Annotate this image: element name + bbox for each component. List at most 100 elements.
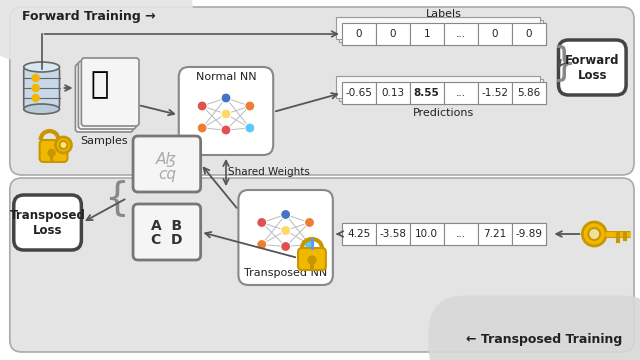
Text: 5.86: 5.86 [517,88,540,98]
Circle shape [197,123,207,133]
Text: 0: 0 [356,29,362,39]
FancyBboxPatch shape [50,155,53,162]
FancyBboxPatch shape [342,23,545,45]
Text: 7.21: 7.21 [483,229,506,239]
Circle shape [32,75,39,81]
Text: -3.58: -3.58 [380,229,406,239]
Circle shape [221,125,231,135]
FancyBboxPatch shape [40,140,67,162]
Circle shape [197,101,207,111]
Text: Predictions: Predictions [413,108,474,118]
FancyBboxPatch shape [10,178,634,352]
Circle shape [308,256,316,264]
Text: ...: ... [456,88,466,98]
FancyBboxPatch shape [444,223,477,245]
Circle shape [32,94,39,102]
Circle shape [221,93,231,103]
FancyBboxPatch shape [339,79,543,101]
Text: Forward Training →: Forward Training → [22,10,156,23]
Text: Transposed
Loss: Transposed Loss [10,208,86,237]
Circle shape [60,141,67,149]
Text: -0.65: -0.65 [346,88,372,98]
FancyBboxPatch shape [342,223,545,245]
FancyBboxPatch shape [78,61,136,129]
Ellipse shape [24,62,60,72]
FancyBboxPatch shape [336,76,540,98]
Circle shape [48,149,55,157]
Text: Labels: Labels [426,9,461,19]
FancyBboxPatch shape [410,23,444,45]
Circle shape [221,109,231,119]
FancyBboxPatch shape [477,23,511,45]
Text: Aɮ: Aɮ [156,152,177,166]
Circle shape [305,217,314,228]
Text: 0: 0 [492,29,498,39]
Text: Shared Weights: Shared Weights [228,166,310,176]
FancyBboxPatch shape [239,190,333,285]
Circle shape [257,239,267,249]
FancyBboxPatch shape [133,204,201,260]
Circle shape [32,85,39,91]
FancyBboxPatch shape [477,223,511,245]
FancyBboxPatch shape [511,23,545,45]
Circle shape [582,222,606,246]
Text: 1: 1 [424,29,430,39]
FancyBboxPatch shape [376,223,410,245]
FancyBboxPatch shape [376,82,410,104]
Text: Normal NN: Normal NN [196,72,256,82]
FancyBboxPatch shape [342,223,376,245]
FancyBboxPatch shape [376,23,410,45]
Text: C  D: C D [151,233,182,247]
Text: cq: cq [158,166,176,181]
Text: ...: ... [456,29,466,39]
Text: 10.0: 10.0 [415,229,438,239]
Circle shape [257,217,267,228]
Circle shape [588,228,600,240]
Text: Transposed NN: Transposed NN [244,268,327,278]
Text: }: } [552,45,576,82]
Text: 0.13: 0.13 [381,88,404,98]
Text: 0: 0 [525,29,532,39]
FancyBboxPatch shape [410,223,444,245]
Text: -9.89: -9.89 [515,229,542,239]
Text: -1.52: -1.52 [481,88,508,98]
FancyBboxPatch shape [24,67,60,109]
FancyBboxPatch shape [14,195,81,250]
Text: Forward
Loss: Forward Loss [565,54,620,81]
FancyBboxPatch shape [342,23,376,45]
FancyBboxPatch shape [511,82,545,104]
Text: Samples: Samples [81,136,128,146]
FancyBboxPatch shape [342,82,376,104]
Circle shape [305,239,314,249]
FancyBboxPatch shape [10,7,634,175]
FancyBboxPatch shape [410,82,444,104]
Text: 4.25: 4.25 [347,229,371,239]
FancyBboxPatch shape [559,40,626,95]
Text: {: { [104,179,129,217]
FancyBboxPatch shape [444,23,477,45]
Text: 8.55: 8.55 [414,88,440,98]
FancyBboxPatch shape [298,248,326,270]
FancyBboxPatch shape [477,82,511,104]
Text: ...: ... [456,229,466,239]
FancyBboxPatch shape [179,67,273,155]
FancyBboxPatch shape [76,64,133,132]
FancyBboxPatch shape [339,20,543,42]
Circle shape [281,242,291,252]
FancyBboxPatch shape [133,136,201,192]
FancyBboxPatch shape [511,223,545,245]
Circle shape [281,225,291,235]
Text: A  B: A B [151,219,182,233]
Ellipse shape [24,104,60,114]
Text: ← Transposed Training: ← Transposed Training [466,333,622,346]
Circle shape [281,210,291,220]
Circle shape [245,101,255,111]
FancyBboxPatch shape [336,17,540,39]
Circle shape [56,137,72,153]
Circle shape [245,123,255,133]
Text: 0: 0 [390,29,396,39]
FancyBboxPatch shape [310,262,314,270]
Text: 🐦: 🐦 [90,71,109,99]
FancyBboxPatch shape [444,82,477,104]
FancyBboxPatch shape [342,82,545,104]
